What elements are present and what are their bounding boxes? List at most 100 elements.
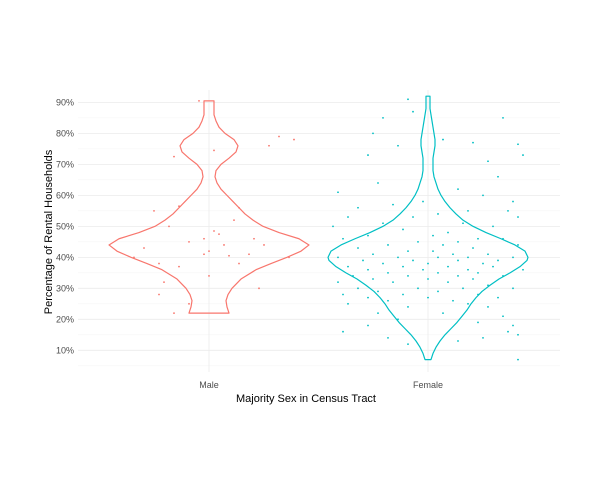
data-point-male [178,205,180,208]
data-point-female [477,321,479,324]
data-point-male [218,233,220,236]
data-point-female [472,247,474,249]
data-point-male [268,144,270,147]
data-point-female [457,188,459,191]
data-point-female [417,287,419,290]
data-point-female [457,275,459,277]
x-tick-label: Female [413,380,443,390]
plot-grid [78,90,560,372]
data-point-male [293,138,295,141]
data-point-male [238,206,240,209]
data-point-female [517,333,519,336]
data-point-female [517,358,519,361]
data-point-female [522,268,524,271]
data-point-male [248,253,250,256]
data-point-female [437,213,439,215]
data-point-female [367,324,369,327]
data-point-female [452,253,454,256]
data-point-female [437,271,439,274]
data-point-female [347,302,349,305]
data-point-female [462,287,464,290]
data-point-male [178,265,180,268]
data-point-female [342,237,344,240]
data-point-female [442,312,444,315]
data-point-female [482,262,484,265]
data-point-female [457,259,459,262]
data-point-female [502,315,504,318]
data-point-female [517,244,519,246]
y-axis-title: Percentage of Rental Households [43,149,55,314]
data-point-female [472,278,474,280]
y-axis-ticks: 10% 20% 30% 40% 50% 60% 70% 80% 90% [56,97,74,355]
y-tick-label: 60% [56,190,74,200]
data-point-male [258,287,260,290]
data-point-male [233,219,235,222]
data-point-female [437,256,439,259]
data-point-male [203,237,205,240]
y-tick-label: 20% [56,314,74,324]
data-point-female [387,299,389,302]
data-point-female [492,225,494,228]
data-point-female [517,216,519,218]
data-point-male [253,237,255,240]
violin-layer [108,95,529,361]
x-tick-label: Male [199,380,219,390]
data-point-female [452,299,454,302]
data-point-female [347,216,349,218]
y-tick-label: 10% [56,345,74,355]
data-point-female [487,306,489,308]
data-point-male [133,256,135,259]
data-point-female [507,209,509,212]
data-point-female [362,259,364,262]
data-point-female [387,271,389,274]
data-point-male [173,312,175,315]
data-point-female [357,206,359,209]
data-point-female [412,259,414,262]
data-point-male [173,155,175,158]
data-point-female [477,271,479,274]
data-point-female [397,318,399,321]
data-point-female [402,293,404,296]
data-point-female [487,284,489,287]
data-point-male [263,244,265,246]
data-point-female [407,306,409,308]
data-point-female [382,116,384,119]
x-axis-ticks: Male Female [199,380,443,390]
data-point-male [288,256,290,259]
data-point-female [492,265,494,268]
data-point-female [412,110,414,113]
data-point-male [188,240,190,243]
data-point-female [497,296,499,299]
data-point-female [352,275,354,277]
data-point-female [387,244,389,246]
data-point-male [208,250,210,253]
data-point-female [517,143,519,146]
data-point-male [213,149,215,152]
data-point-female [502,116,504,119]
data-point-female [382,262,384,265]
data-point-female [467,256,469,259]
data-point-male [203,253,205,256]
data-point-female [427,262,429,265]
data-point-female [447,231,449,234]
data-point-female [337,191,339,194]
data-point-female [372,278,374,280]
data-point-female [337,281,339,284]
data-point-male [238,262,240,265]
data-point-female [367,268,369,271]
data-point-male [158,262,160,265]
data-point-female [342,330,344,333]
data-point-female [367,296,369,299]
data-point-female [477,237,479,240]
data-point-female [432,234,434,237]
data-point-female [457,340,459,342]
data-point-female [407,98,409,101]
y-tick-label: 80% [56,128,74,138]
data-point-female [467,268,469,271]
jitter-points-layer [133,98,524,361]
data-point-female [392,203,394,206]
data-point-female [507,330,509,333]
data-point-female [407,250,409,253]
data-point-female [402,265,404,268]
